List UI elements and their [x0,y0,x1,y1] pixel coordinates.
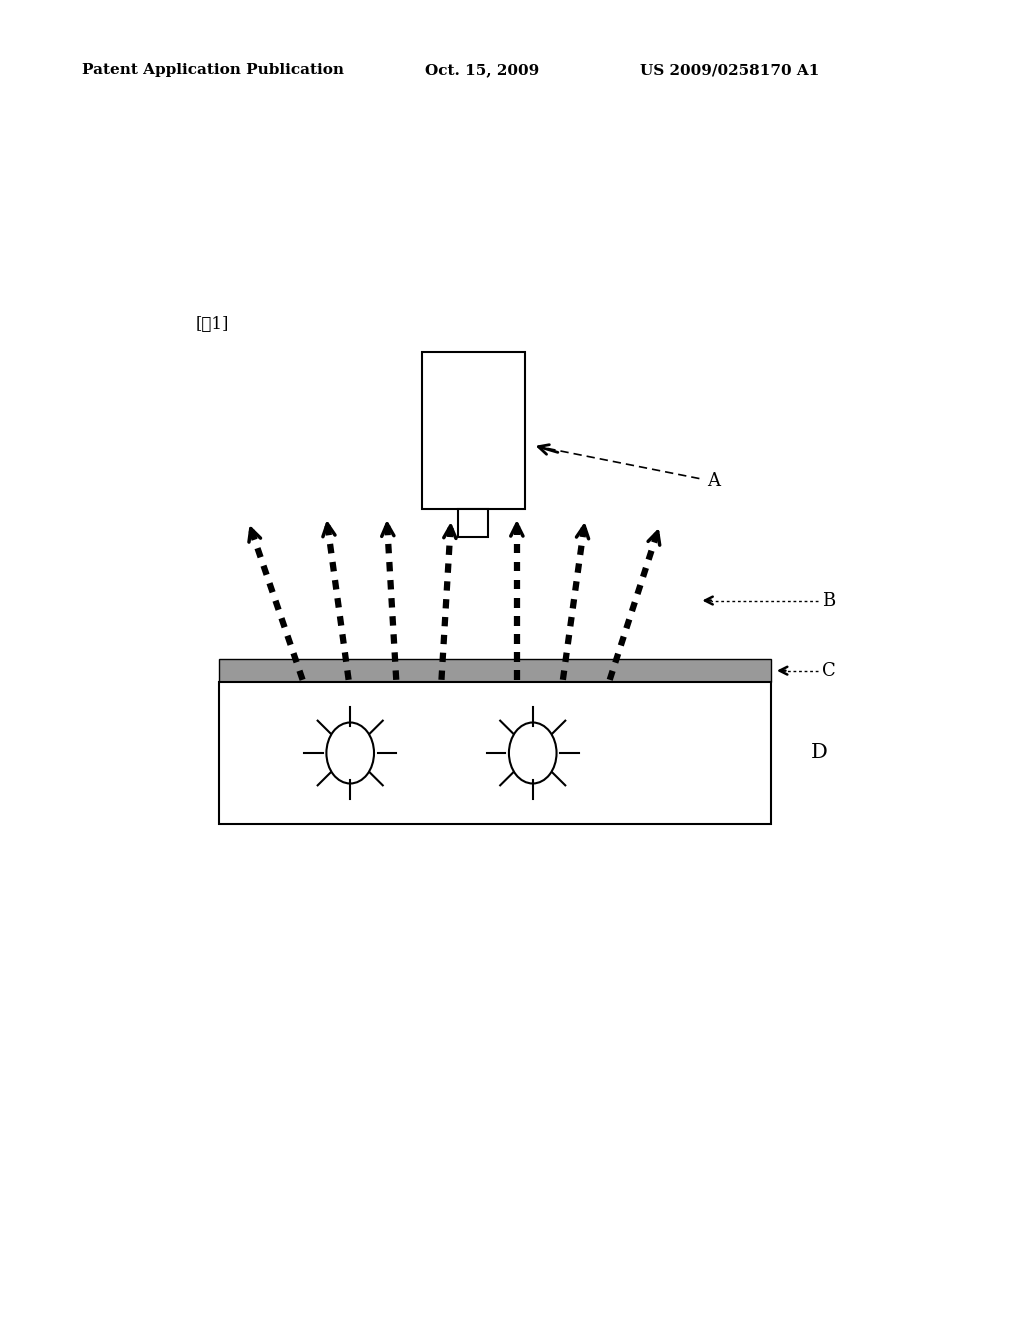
Text: A: A [708,471,720,490]
Text: B: B [822,591,836,610]
Text: D: D [811,743,827,763]
Bar [219,660,771,682]
Text: Patent Application Publication: Patent Application Publication [82,63,344,78]
Text: Oct. 15, 2009: Oct. 15, 2009 [425,63,540,78]
Text: C: C [822,661,837,680]
Bar [219,682,771,824]
Text: US 2009/0258170 A1: US 2009/0258170 A1 [640,63,819,78]
Bar [422,351,524,510]
Text: [図1]: [図1] [196,315,228,333]
Bar [458,510,488,536]
